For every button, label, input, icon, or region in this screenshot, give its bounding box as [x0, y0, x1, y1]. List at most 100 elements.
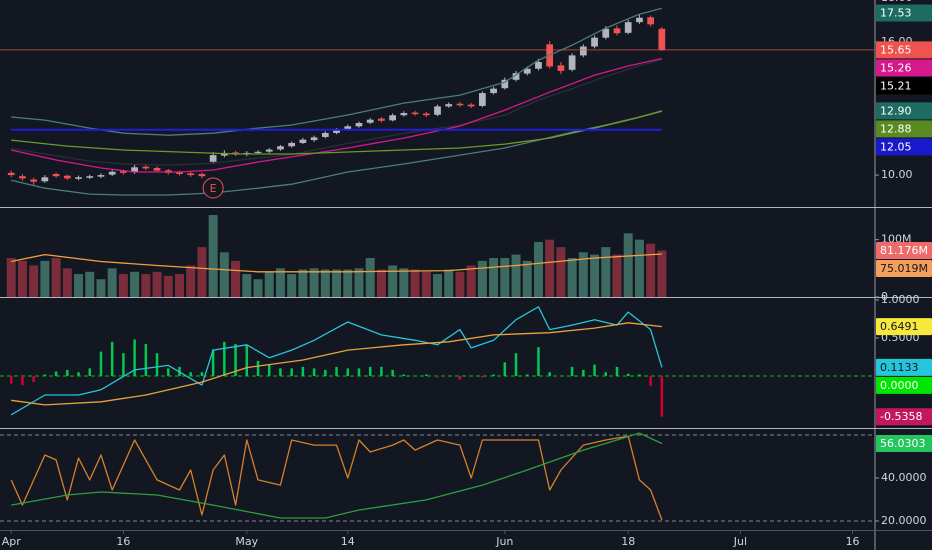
candle-body	[490, 88, 497, 94]
bar	[455, 271, 465, 297]
bar	[612, 254, 622, 297]
bar	[376, 269, 386, 297]
bar	[85, 271, 95, 297]
y-tick-label: 40.0000	[881, 471, 927, 484]
bar	[365, 258, 375, 297]
candle-body	[232, 152, 239, 155]
bar	[231, 260, 241, 297]
candle-body	[467, 104, 475, 107]
bar	[604, 372, 608, 376]
series-line	[10, 306, 663, 416]
candle-body	[97, 175, 105, 177]
candle-body	[445, 104, 453, 107]
bar	[582, 369, 585, 376]
bar	[436, 375, 439, 378]
bar	[186, 265, 196, 297]
candle-body	[52, 173, 60, 177]
price-badge-label: 17.53	[880, 7, 912, 20]
x-tick-label: May	[235, 535, 258, 548]
bar	[590, 254, 600, 297]
candle-body	[535, 62, 542, 69]
event-marker	[202, 177, 224, 199]
bar	[626, 373, 630, 376]
candle-body	[333, 129, 340, 133]
candle-body	[142, 166, 150, 169]
bar	[522, 260, 532, 297]
bar	[623, 233, 633, 297]
bar	[88, 368, 91, 376]
bar	[492, 374, 495, 376]
bar	[21, 375, 24, 386]
bar	[144, 344, 148, 376]
candle-body	[501, 79, 509, 89]
series-line	[11, 322, 662, 406]
bar	[155, 353, 159, 376]
bar	[9, 375, 13, 384]
price-badge-label: 12.05	[880, 140, 912, 153]
bar	[141, 274, 151, 297]
candle-body	[108, 171, 116, 175]
price-badge	[876, 4, 932, 22]
bar	[533, 241, 543, 297]
candle-body	[75, 177, 82, 179]
candle-body	[557, 65, 565, 71]
bar	[17, 260, 27, 297]
candle-body	[355, 123, 363, 127]
candle-body	[523, 68, 531, 74]
bar	[556, 247, 566, 297]
price-badge	[876, 41, 932, 59]
bar	[301, 366, 305, 376]
candle-body	[579, 46, 587, 56]
bar	[514, 353, 518, 376]
bar	[601, 247, 611, 297]
bar	[402, 374, 406, 376]
bar	[267, 364, 271, 376]
candle-body	[389, 115, 396, 121]
bar	[43, 374, 47, 376]
bar	[219, 252, 229, 297]
candle-body	[568, 55, 576, 70]
bar	[634, 239, 644, 297]
bar	[346, 368, 350, 376]
bar	[458, 375, 462, 380]
bar	[593, 364, 596, 376]
candle-body	[41, 177, 49, 182]
bar	[245, 345, 249, 376]
candle-body	[277, 146, 284, 150]
bar	[163, 275, 173, 297]
candle-body	[658, 28, 666, 50]
price-badge-label: 81.176M	[880, 244, 928, 257]
price-badge	[876, 241, 932, 259]
y-tick-label: 0	[881, 290, 888, 303]
bar	[511, 254, 521, 297]
bar	[122, 353, 125, 376]
price-badge	[876, 318, 932, 336]
candle-body	[198, 173, 206, 177]
x-tick-label: 16	[846, 535, 860, 548]
event-label: E	[210, 182, 217, 195]
series-line	[10, 435, 663, 521]
bar	[357, 368, 361, 376]
candle-body	[602, 28, 610, 38]
price-badge	[876, 59, 932, 77]
bar	[388, 265, 398, 297]
candle-body	[254, 151, 262, 153]
price-badge-label: 12.88	[880, 122, 912, 135]
bar	[275, 268, 285, 297]
price-badge	[876, 435, 932, 453]
bar	[167, 368, 170, 376]
pane	[6, 215, 667, 297]
bar	[548, 372, 551, 376]
bar	[525, 374, 529, 376]
price-badge-label: 0.0000	[880, 379, 919, 392]
y-tick-label: 1.0000	[881, 293, 920, 306]
x-tick-label: 16	[116, 535, 130, 548]
candle-body	[366, 119, 374, 123]
bar	[421, 271, 431, 297]
bar	[211, 349, 215, 376]
bar	[189, 372, 192, 376]
candle-body	[220, 152, 228, 156]
bar	[290, 368, 293, 376]
